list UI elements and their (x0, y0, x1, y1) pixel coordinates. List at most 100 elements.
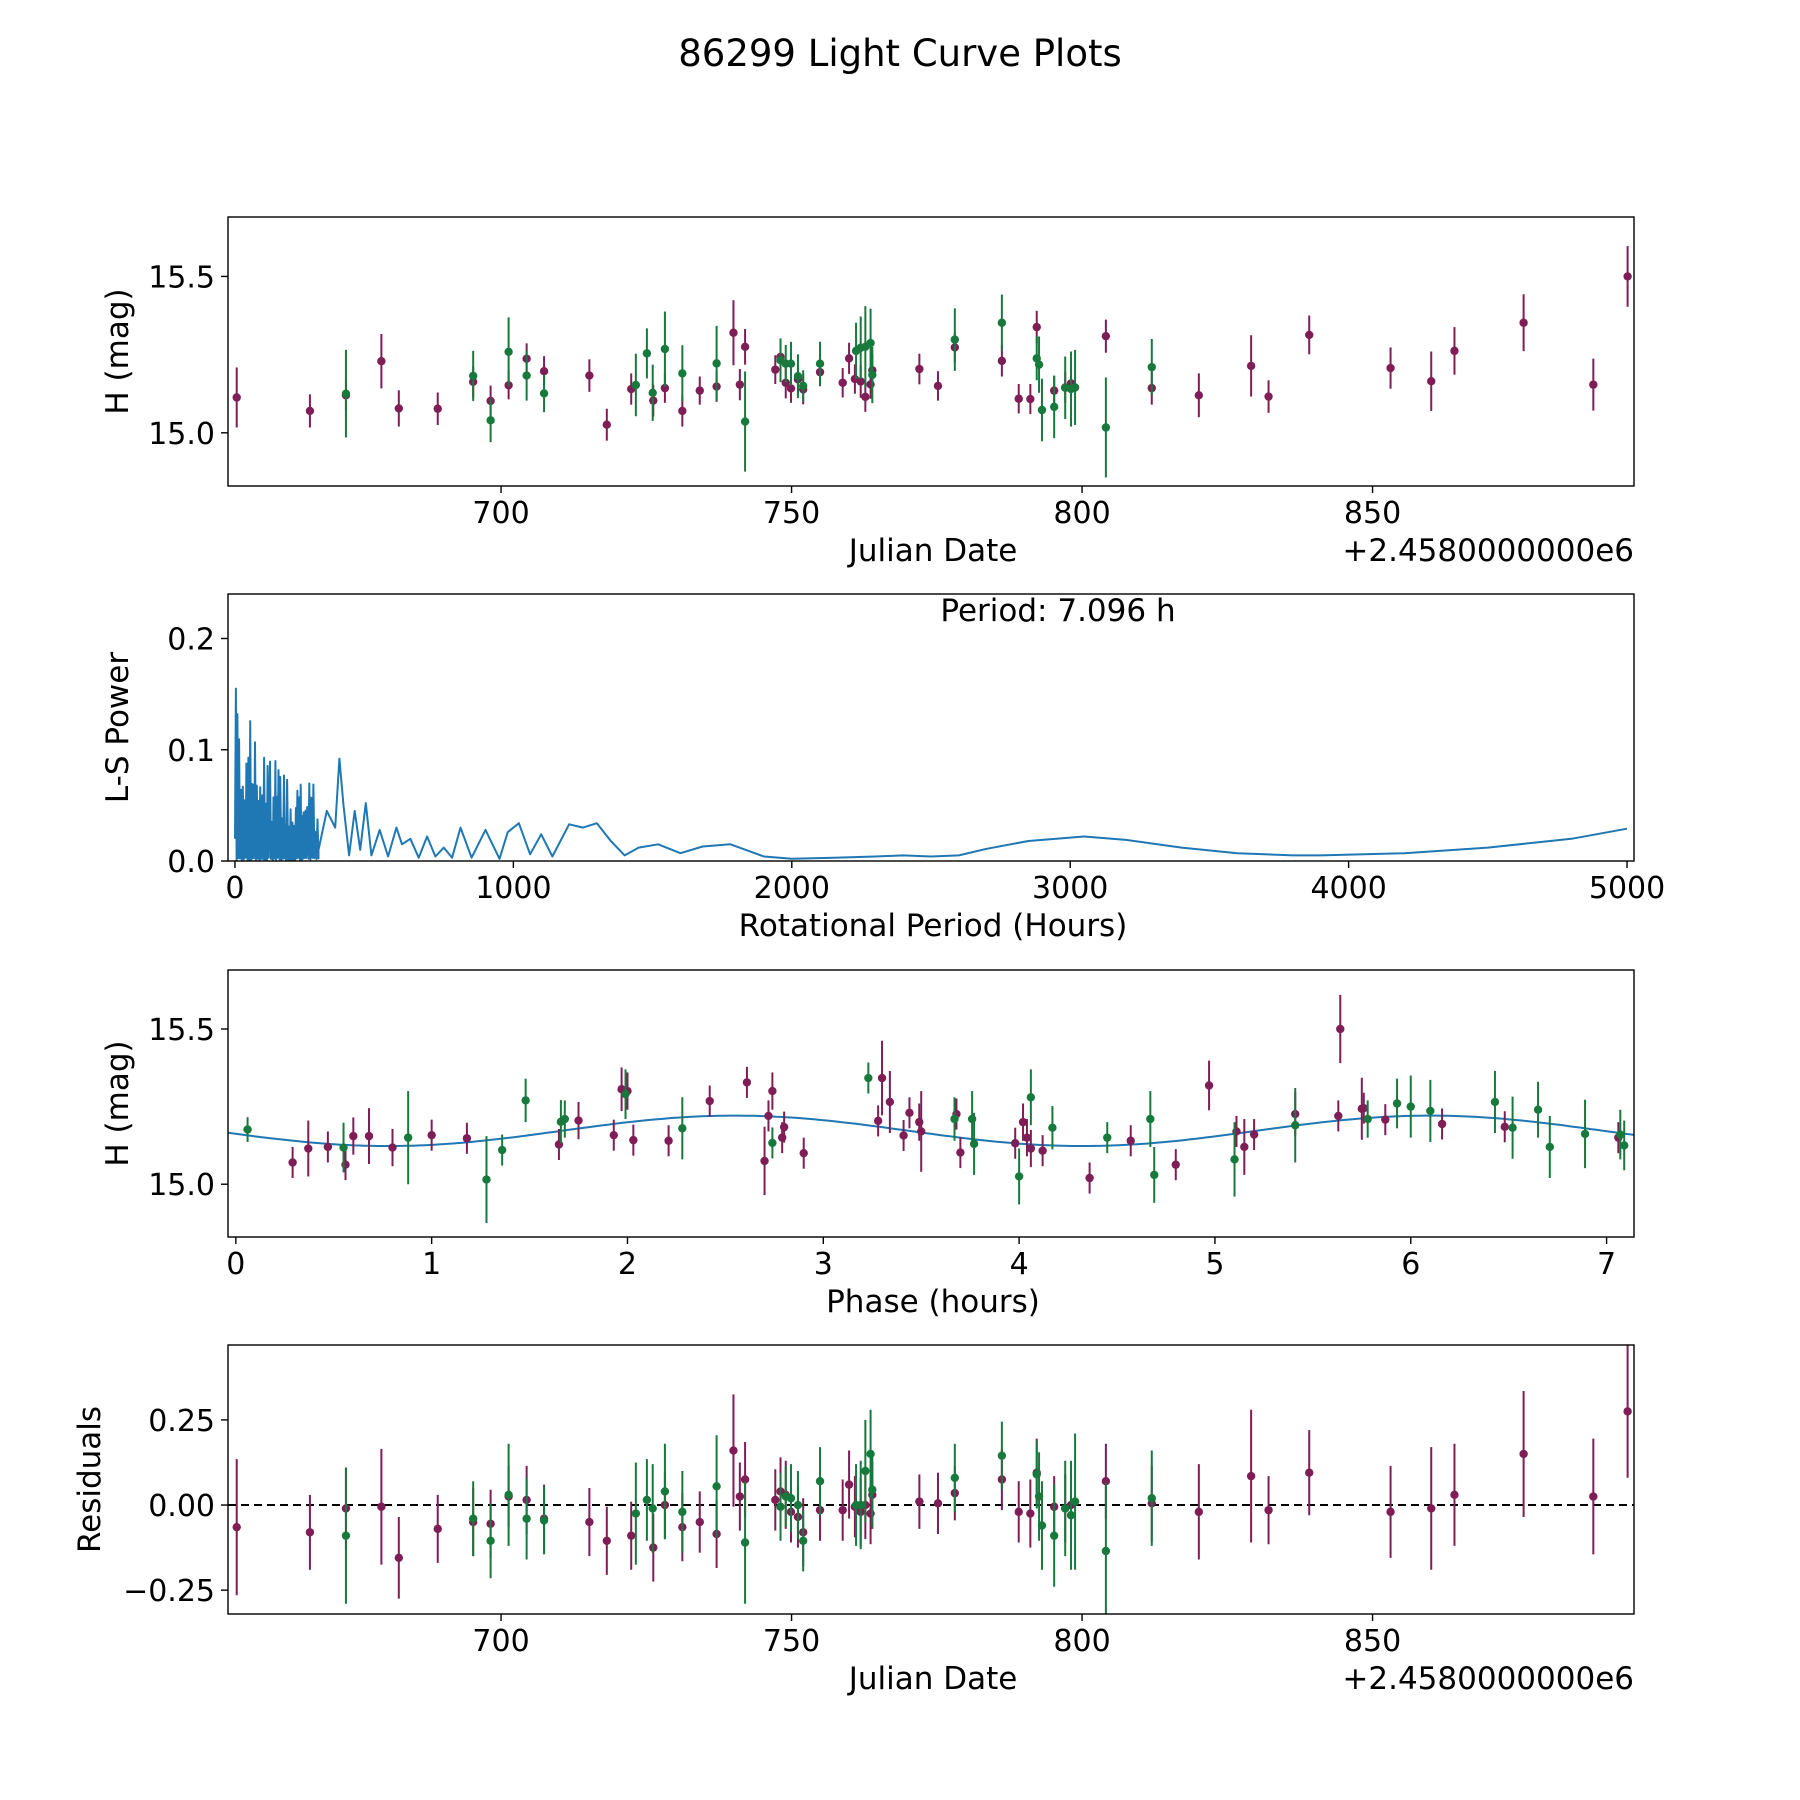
x-tick-label: 7 (1597, 1247, 1616, 1282)
data-point (486, 1536, 495, 1545)
y-tick-label: 0.00 (148, 1489, 215, 1524)
data-point (844, 1480, 854, 1489)
data-point (678, 1124, 687, 1133)
data-point (377, 1502, 386, 1511)
data-point (950, 1114, 959, 1124)
x-axis-label: Julian Date (847, 533, 1018, 569)
data-point (504, 1490, 513, 1500)
x-axis-label: Julian Date (847, 1661, 1018, 1697)
x-tick-label: 700 (472, 1624, 529, 1659)
figure-title: 86299 Light Curve Plots (678, 32, 1122, 75)
data-point (705, 1096, 714, 1106)
data-point (629, 1135, 638, 1145)
data-point (288, 1158, 297, 1167)
data-point (1026, 1509, 1035, 1518)
data-point (1204, 1081, 1214, 1090)
data-point (868, 1485, 877, 1494)
data-point (1427, 1504, 1436, 1513)
data-point (1305, 1468, 1314, 1477)
data-point (798, 381, 808, 391)
data-point (742, 1078, 752, 1087)
data-point (1066, 1511, 1076, 1520)
data-point (866, 1509, 875, 1518)
data-point (1620, 1141, 1629, 1150)
data-point (660, 1487, 670, 1496)
data-point (574, 1116, 583, 1125)
data-point (712, 1482, 721, 1491)
data-point (1026, 1093, 1036, 1102)
y-tick-label: 15.5 (148, 260, 215, 295)
data-point (1437, 1119, 1447, 1129)
data-point (621, 1089, 630, 1099)
data-point (1014, 1172, 1024, 1181)
data-point (427, 1130, 436, 1140)
y-tick-label: 15.0 (148, 417, 215, 452)
residuals-panel: 700 750 800 850 −0.25 0.00 0.25 Julian Date Resi… (72, 1344, 1635, 1697)
data-point (915, 1497, 924, 1506)
data-point (1014, 1507, 1023, 1517)
data-point (341, 389, 351, 398)
x-tick-label: 2000 (754, 871, 830, 906)
data-point (905, 1108, 914, 1118)
data-point (1230, 1155, 1239, 1164)
series-band_b (243, 1062, 1629, 1224)
data-point (394, 1553, 404, 1563)
data-point (776, 1502, 785, 1511)
data-point (1049, 1531, 1059, 1540)
data-point (1381, 1115, 1390, 1124)
x-tick-label: 1 (422, 1247, 441, 1282)
data-point (1406, 1102, 1415, 1111)
data-point (1147, 362, 1156, 372)
x-tick-label: 4 (1010, 1247, 1029, 1282)
data-point (341, 1531, 351, 1540)
data-point (642, 349, 652, 358)
data-point (394, 404, 404, 413)
data-point (786, 359, 796, 368)
x-offset-text: +2.4580000000e6 (1342, 533, 1634, 569)
data-point (1249, 1130, 1259, 1139)
data-point (1146, 1114, 1155, 1124)
data-point (627, 1531, 636, 1540)
data-point (482, 1175, 491, 1184)
series-band_b (341, 1409, 1156, 1614)
data-point (729, 328, 738, 337)
period-annotation: Period: 7.096 h (940, 593, 1175, 629)
data-point (1101, 423, 1111, 432)
data-point (740, 342, 750, 352)
data-point (539, 1516, 549, 1525)
data-point (585, 1517, 594, 1527)
data-point (844, 354, 854, 363)
data-point (933, 1499, 943, 1508)
data-point (768, 1086, 777, 1096)
data-point (997, 1451, 1007, 1460)
data-point (1533, 1105, 1543, 1114)
series-band_a (232, 1345, 1632, 1599)
plot-area (228, 994, 1634, 1224)
data-point (642, 1495, 652, 1505)
y-axis-label: Residuals (72, 1406, 108, 1553)
data-point (403, 1133, 413, 1142)
data-point (1150, 1170, 1159, 1180)
data-point (815, 359, 825, 368)
data-point (815, 1477, 825, 1486)
data-point (969, 1139, 979, 1149)
series-band_a (232, 246, 1632, 441)
x-axis-label: Rotational Period (Hours) (739, 908, 1128, 944)
data-point (1450, 1490, 1459, 1500)
data-point (873, 1116, 883, 1126)
data-point (1363, 1114, 1372, 1124)
x-tick-label: 850 (1344, 1624, 1401, 1659)
data-point (1305, 330, 1314, 340)
periodogram-panel: 0 1000 2000 3000 4000 5000 0.0 0.1 0.2 Rotational… (100, 593, 1665, 944)
series-band_b (341, 294, 1156, 478)
data-point (1240, 1142, 1249, 1152)
data-point (1194, 1507, 1204, 1517)
data-point (1490, 1097, 1500, 1107)
data-point (232, 1522, 241, 1532)
data-point (740, 1475, 750, 1484)
data-point (388, 1143, 397, 1152)
data-point (504, 347, 513, 357)
data-point (1085, 1173, 1094, 1183)
data-point (631, 1509, 641, 1518)
x-tick-label: 5 (1205, 1247, 1224, 1282)
